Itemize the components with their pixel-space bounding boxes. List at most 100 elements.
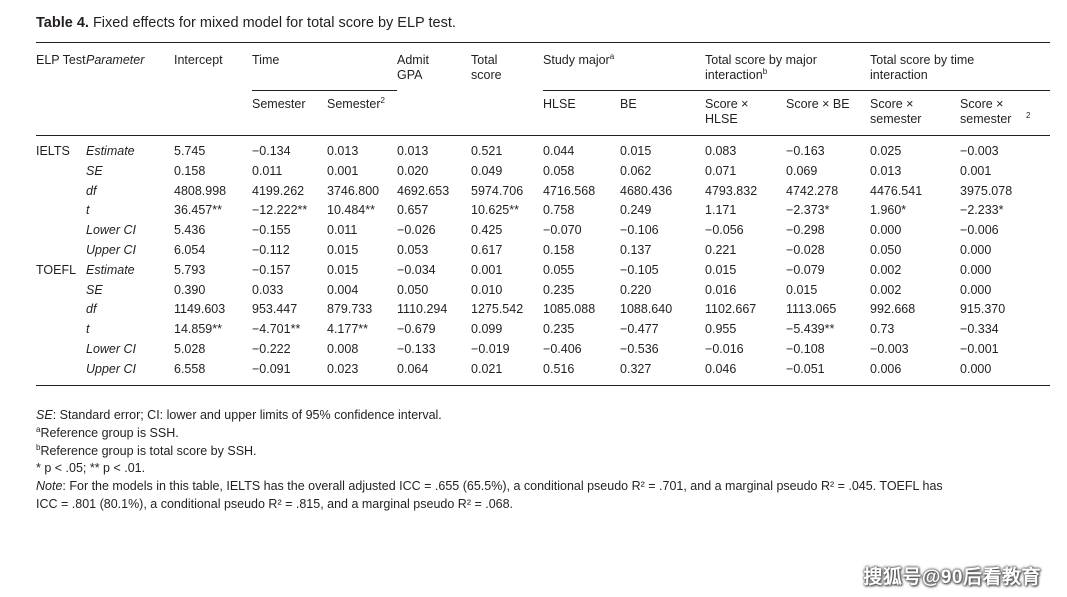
parameter-cell: df bbox=[86, 302, 97, 317]
value-cell: −2.373* bbox=[786, 203, 830, 218]
parameter-cell: Lower CI bbox=[86, 341, 137, 356]
value-cell: 4199.262 bbox=[252, 183, 305, 198]
value-cell: −0.222 bbox=[252, 341, 291, 356]
value-cell: 0.020 bbox=[397, 163, 429, 178]
elp-test-cell bbox=[36, 281, 86, 301]
value-cell: 0.053 bbox=[397, 242, 429, 257]
value-cell: −0.163 bbox=[786, 134, 871, 162]
value-cell: 1113.065 bbox=[786, 302, 837, 317]
note-se: SE: Standard error; CI: lower and upper … bbox=[36, 407, 1036, 425]
note-icc-2: ICC = .801 (80.1%), a conditional pseudo… bbox=[36, 496, 514, 511]
value-cell: −0.133 bbox=[397, 341, 436, 356]
table-caption: Fixed effects for mixed model for total … bbox=[92, 15, 456, 31]
value-cell: −0.112 bbox=[252, 242, 290, 257]
value-cell: −0.079 bbox=[786, 262, 825, 277]
value-cell: −0.003 bbox=[960, 134, 1051, 162]
value-cell: 4808.998 bbox=[174, 183, 227, 198]
value-cell: −0.051 bbox=[786, 359, 871, 386]
value-cell: 0.025 bbox=[870, 134, 961, 162]
value-cell: 0.062 bbox=[620, 163, 652, 178]
table-row: df 1149.603 953.447 879.733 1110.294 1275.542… bbox=[36, 300, 1050, 320]
table-row: Upper CI 6.054 −0.112 0.015 0.053 0.617 0.158 0… bbox=[36, 241, 1050, 261]
value-cell: 10.484** bbox=[327, 203, 375, 218]
value-cell: 0.023 bbox=[327, 359, 398, 386]
value-cell: 4716.568 bbox=[543, 183, 596, 198]
value-cell: 0.049 bbox=[471, 163, 503, 178]
value-cell: 0.001 bbox=[327, 163, 359, 178]
value-cell: 0.008 bbox=[327, 341, 359, 356]
header-admit-gpa: Admit GPA bbox=[397, 42, 472, 91]
subheader-score-semester2-text: Score × semester bbox=[960, 97, 1012, 126]
note-a-text: Reference group is SSH. bbox=[40, 425, 179, 440]
value-cell: 0.033 bbox=[252, 282, 284, 297]
footnote-b-marker: b bbox=[762, 67, 768, 76]
value-cell: 5.745 bbox=[174, 134, 252, 162]
value-cell: 1.171 bbox=[705, 203, 737, 218]
value-cell: 4742.278 bbox=[786, 183, 839, 198]
header-time-interaction: Total score by time interaction bbox=[870, 42, 1051, 91]
value-cell: 0.137 bbox=[620, 242, 652, 257]
value-cell: 4680.436 bbox=[620, 183, 673, 198]
header-total-score: Total score bbox=[471, 42, 544, 91]
value-cell: −0.134 bbox=[252, 134, 327, 162]
note-a: aReference group is SSH. bbox=[36, 425, 1036, 443]
note-se-label: SE bbox=[36, 408, 53, 422]
value-cell: 0.004 bbox=[327, 282, 359, 297]
value-cell: 0.521 bbox=[471, 134, 544, 162]
parameter-cell: Estimate bbox=[86, 134, 174, 162]
elp-test-cell bbox=[36, 162, 86, 182]
value-cell: 0.055 bbox=[543, 262, 575, 277]
table-body: IELTS Estimate 5.745 −0.134 0.013 0.013 0.521 0… bbox=[36, 134, 1051, 386]
value-cell: 0.015 bbox=[327, 242, 359, 257]
value-cell: 0.327 bbox=[620, 359, 706, 386]
note-icc-1-text: : For the models in this table, IELTS ha… bbox=[62, 479, 943, 494]
value-cell: 0.390 bbox=[174, 282, 206, 297]
value-cell: 1088.640 bbox=[620, 302, 673, 317]
table-row: SE 0.158 0.011 0.001 0.020 0.049 0.058 0.062 0.0… bbox=[36, 162, 1050, 182]
subheader-blank bbox=[397, 91, 471, 136]
value-cell: −0.106 bbox=[620, 223, 659, 238]
value-cell: 0.058 bbox=[543, 163, 575, 178]
value-cell: 879.733 bbox=[327, 302, 373, 317]
value-cell: −0.056 bbox=[705, 223, 744, 238]
value-cell: 0.010 bbox=[471, 282, 503, 297]
value-cell: 6.054 bbox=[174, 242, 206, 257]
value-cell: −0.679 bbox=[397, 322, 436, 337]
value-cell: 0.617 bbox=[471, 242, 503, 257]
table-row: TOEFL Estimate 5.793 −0.157 0.015 −0.034 0.001… bbox=[36, 261, 1050, 281]
table-row: t 14.859** −4.701** 4.177** −0.679 0.099 0.235… bbox=[36, 320, 1050, 340]
value-cell: 0.235 bbox=[543, 282, 575, 297]
value-cell: 5.436 bbox=[174, 223, 206, 238]
footnote-a-marker: a bbox=[609, 52, 615, 61]
value-cell: 0.013 bbox=[870, 163, 902, 178]
subheader-blank bbox=[36, 91, 86, 136]
value-cell: 4692.653 bbox=[397, 183, 450, 198]
value-cell: 0.425 bbox=[471, 223, 503, 238]
value-cell: 0.000 bbox=[870, 223, 902, 238]
value-cell: −0.298 bbox=[786, 223, 825, 238]
value-cell: 3975.078 bbox=[960, 183, 1013, 198]
value-cell: 0.73 bbox=[870, 322, 895, 337]
value-cell: 36.457** bbox=[174, 203, 222, 218]
elp-test-cell bbox=[36, 359, 86, 386]
value-cell: 0.050 bbox=[397, 282, 429, 297]
elp-test-cell bbox=[36, 221, 86, 241]
note-significance: * p < .05; ** p < .01. bbox=[36, 461, 146, 476]
table-row: Lower CI 5.436 −0.155 0.011 −0.026 0.425 −0.07… bbox=[36, 221, 1050, 241]
value-cell: 953.447 bbox=[252, 302, 298, 317]
value-cell: 4.177** bbox=[327, 322, 369, 337]
note-se-text: : Standard error; CI: lower and upper li… bbox=[52, 408, 442, 422]
value-cell: 0.000 bbox=[960, 282, 992, 297]
parameter-cell: SE bbox=[86, 282, 103, 297]
value-cell: 0.657 bbox=[397, 203, 429, 218]
parameter-cell: SE bbox=[86, 163, 103, 178]
note-b-marker: b bbox=[36, 442, 41, 452]
value-cell: 0.015 bbox=[705, 262, 737, 277]
subheader-semester2-text: Semester bbox=[327, 97, 381, 111]
elp-test-cell bbox=[36, 340, 86, 360]
subheader-blank bbox=[174, 91, 252, 136]
value-cell: −0.003 bbox=[870, 341, 909, 356]
subheader-score-semester2: Score × semester 2 bbox=[960, 90, 1051, 136]
value-cell: 0.220 bbox=[620, 282, 652, 297]
table-row: Lower CI 5.028 −0.222 0.008 −0.133 −0.019 −0.4… bbox=[36, 340, 1050, 360]
